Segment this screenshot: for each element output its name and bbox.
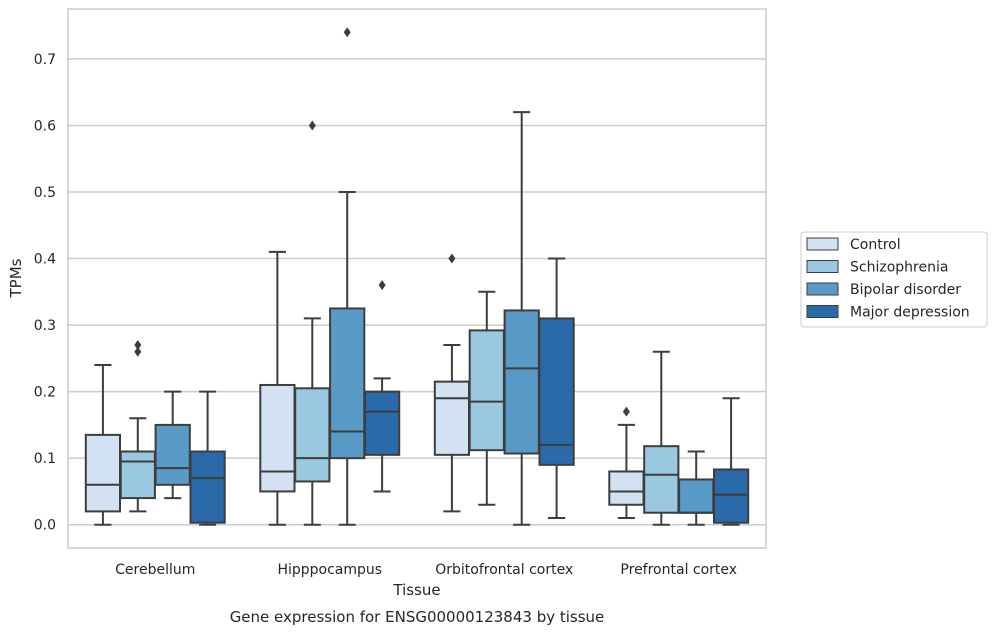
legend-swatch <box>806 305 839 318</box>
y-tick-label: 0.2 <box>34 385 56 401</box>
box-iqr <box>433 380 471 456</box>
box-control <box>608 406 645 520</box>
legend-label: Control <box>850 237 901 253</box>
box-iqr <box>643 445 680 514</box>
box-iqr <box>363 390 401 456</box>
plot-frame <box>67 8 767 549</box>
x-axis-label: Tissue <box>392 581 440 599</box>
legend-label: Schizophrenia <box>850 260 948 276</box>
box-control <box>259 250 296 526</box>
box-iqr <box>84 433 122 513</box>
y-tick-label: 0.0 <box>34 518 56 534</box>
box-iqr <box>119 450 156 500</box>
y-axis-label: TPMs <box>7 258 25 298</box>
box-iqr <box>608 470 645 506</box>
box-schizophrenia <box>643 350 680 526</box>
box-bipolar-disorder <box>154 390 191 500</box>
y-tick-label: 0.7 <box>34 52 56 68</box>
box-iqr <box>189 450 226 524</box>
box-bipolar-disorder <box>329 27 366 526</box>
box-iqr <box>294 387 331 483</box>
legend-label: Major depression <box>850 305 970 321</box>
outlier-marker <box>134 340 142 351</box>
box-iqr <box>538 317 575 466</box>
box-schizophrenia <box>294 120 331 526</box>
outlier-marker <box>378 280 386 291</box>
box-iqr <box>329 307 366 460</box>
legend: Control Schizophrenia Bipolar disorder Majo… <box>800 231 988 328</box>
y-tick-label: 0.3 <box>34 318 56 334</box>
outlier-marker <box>134 346 142 357</box>
legend-frame <box>800 231 988 328</box>
box-major-depression <box>538 257 575 520</box>
box-iqr <box>154 423 191 486</box>
y-tick-label: 0.6 <box>34 118 56 134</box>
y-tick-label: 0.4 <box>34 252 56 268</box>
x-tick-label: Hipppocampus <box>277 562 382 578</box>
box-iqr <box>503 309 540 455</box>
box-major-depression <box>189 390 226 526</box>
box-iqr <box>468 329 505 452</box>
box-iqr <box>712 468 750 524</box>
box-schizophrenia <box>119 340 156 513</box>
legend-swatch <box>806 260 839 273</box>
x-tick-label: Prefrontal cortex <box>620 562 737 578</box>
x-tick-label: Orbitofrontal cortex <box>435 562 573 578</box>
box-bipolar-disorder <box>503 111 540 526</box>
box-major-depression <box>363 280 401 493</box>
y-tick-label: 0.1 <box>34 451 56 467</box>
box-schizophrenia <box>468 290 505 506</box>
figure-caption: Gene expression for ENSG00000123843 by t… <box>230 608 605 626</box>
y-tick-label: 0.5 <box>34 185 56 201</box>
outlier-marker <box>448 253 456 264</box>
outlier-marker <box>343 27 351 38</box>
legend-swatch <box>806 237 839 251</box>
x-axis-ticks: Cerebellum Hipppocampus Orbitofrontal cort… <box>115 562 737 578</box>
box-control <box>84 364 122 526</box>
box-iqr <box>259 383 296 493</box>
box-iqr <box>678 478 715 514</box>
box-bipolar-disorder <box>678 450 715 526</box>
outlier-marker <box>622 406 630 417</box>
box-series <box>84 27 750 526</box>
legend-label: Bipolar disorder <box>850 282 961 298</box>
box-major-depression <box>712 397 750 526</box>
outlier-marker <box>308 120 316 131</box>
legend-swatch <box>806 282 839 296</box>
x-tick-label: Cerebellum <box>115 562 195 578</box>
y-axis-ticks: 0.0 0.1 0.2 0.3 0.4 0.5 0.6 0.7 <box>34 52 56 534</box>
box-control <box>433 253 471 513</box>
